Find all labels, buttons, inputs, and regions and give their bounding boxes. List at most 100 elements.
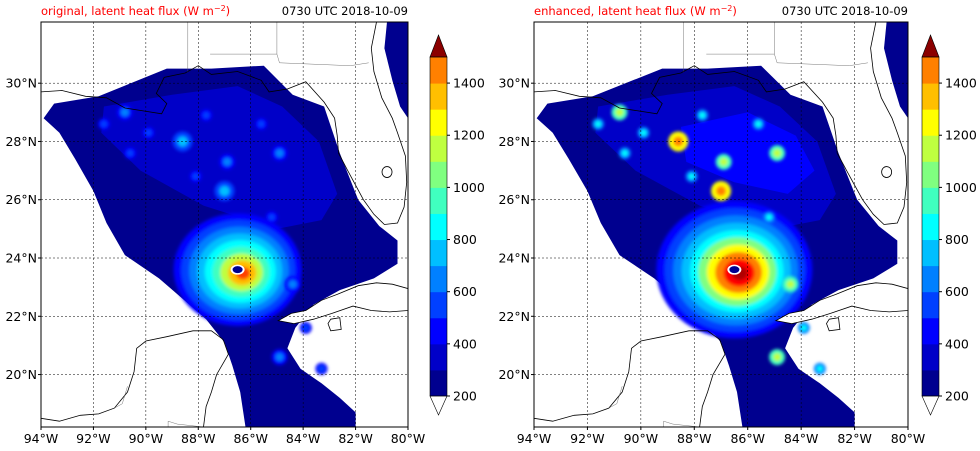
convective-cell-core: [120, 108, 129, 117]
colorbar-over-arrow: [429, 34, 448, 58]
x-tick-label: 92°W: [76, 431, 111, 446]
storm-eye-center: [232, 266, 243, 274]
gridlines: [534, 22, 908, 427]
coastline-isla: [826, 317, 841, 332]
y-tick-label: 20°N: [498, 367, 530, 382]
coastline-yucatan: [534, 330, 726, 427]
x-tick-label: 88°W: [181, 431, 216, 446]
x-tick-label: 90°W: [129, 431, 164, 446]
coastline-cuba: [774, 282, 908, 325]
convective-cell-core: [773, 149, 782, 158]
x-tick-label: 82°W: [338, 431, 373, 446]
map-area: [41, 22, 408, 427]
x-tick-label: 94°W: [24, 431, 59, 446]
convective-cell-core: [688, 173, 695, 180]
panel-title: original, latent heat flux (W m−2): [41, 4, 230, 19]
colorbar-tick-label: 400: [945, 336, 969, 351]
colorbar-tick-label: 1400: [453, 76, 485, 91]
colorbar-tick-label: 200: [945, 389, 969, 404]
convective-cell-core: [615, 108, 624, 117]
x-tick-label: 84°W: [784, 431, 819, 446]
y-tick-label: 26°N: [498, 192, 530, 207]
convective-cell-core: [275, 353, 284, 362]
panel-title-close: ): [732, 4, 737, 18]
colorbar-segment: [430, 187, 447, 214]
colorbar-segment: [922, 343, 939, 371]
x-tick-label: 80°W: [391, 431, 426, 446]
colorbar-segment: [922, 317, 939, 345]
flux-band: [680, 112, 815, 194]
colorbar-segment: [430, 161, 447, 188]
convective-cell-core: [800, 324, 807, 331]
convective-cell-core: [268, 214, 275, 221]
colorbar-segment: [430, 109, 447, 136]
convective-cell-core: [755, 120, 762, 127]
convective-cell-core: [219, 185, 230, 196]
colorbar-segment: [922, 291, 939, 319]
colorbar-over-arrow: [921, 34, 940, 58]
y-tick-label: 20°N: [5, 367, 37, 382]
panel-title-text: original, latent heat flux (W m: [41, 4, 214, 18]
political-border: [774, 54, 868, 66]
flux-region-east: [884, 22, 908, 119]
x-tick-label: 88°W: [677, 431, 712, 446]
political-border: [167, 420, 204, 427]
convective-cell-core: [699, 112, 706, 119]
convective-cell-core: [203, 112, 210, 119]
convective-cell-core: [275, 149, 284, 158]
x-tick-label: 84°W: [286, 431, 321, 446]
colorbar-under-arrow: [921, 395, 940, 416]
convective-cell-core: [621, 150, 628, 157]
convective-cell-core: [766, 214, 773, 221]
map-frame: [533, 21, 909, 428]
colorbar-segment: [430, 135, 447, 162]
colorbar-segment: [430, 265, 447, 293]
panel-original: original, latent heat flux (W m−2) 0730 U…: [5, 4, 484, 447]
y-tick-label: 22°N: [5, 309, 37, 324]
colorbar-tick-label: 1000: [945, 180, 977, 195]
coastline-cuba: [277, 282, 408, 325]
convective-cell-core: [288, 280, 297, 289]
colorbar-segment: [430, 317, 447, 345]
colorbar-segment: [922, 265, 939, 293]
coastline-isla: [327, 317, 342, 332]
coastline-us: [534, 22, 908, 225]
convective-cells: [97, 104, 328, 375]
coastlines: [534, 22, 908, 427]
y-tick-label: 22°N: [498, 309, 530, 324]
y-tick-label: 30°N: [498, 76, 530, 91]
convective-cell-core: [100, 120, 107, 127]
political-border: [276, 54, 369, 66]
convective-cell-core: [816, 365, 823, 372]
coastlines: [41, 22, 408, 427]
y-tick-label: 30°N: [5, 76, 37, 91]
convective-cell-core: [318, 365, 325, 372]
colorbar: 1400 1200 1000 800 600 400 200: [921, 34, 977, 416]
political-border: [608, 386, 623, 409]
panel-title-text: enhanced, latent heat flux (W m: [534, 4, 721, 18]
convective-cell-core: [773, 353, 782, 362]
x-tick-label: 86°W: [233, 431, 268, 446]
colorbar-segment: [430, 213, 447, 241]
convective-cell-core: [786, 280, 795, 289]
flux-field: [43, 22, 408, 427]
panel-timestamp: 0730 UTC 2018-10-09: [282, 4, 408, 18]
colorbar-tick-label: 1000: [453, 180, 485, 195]
colorbar-segment: [922, 213, 939, 241]
colorbar-tick-label: 600: [945, 284, 969, 299]
convective-cell-core: [640, 129, 647, 136]
panel-title-unit: −2: [214, 4, 226, 13]
colorbar-tick-label: 1400: [945, 76, 977, 91]
storm-eye-center: [729, 266, 740, 274]
lake-okeechobee: [881, 166, 893, 178]
colorbar-segment: [922, 187, 939, 214]
flux-field: [536, 22, 908, 427]
convective-cell-core: [223, 157, 232, 166]
colorbar-segment: [922, 57, 939, 84]
convective-cell-core: [127, 150, 134, 157]
colorbar-segment: [430, 239, 447, 267]
coastline-yucatan: [41, 330, 229, 427]
panel-title: enhanced, latent heat flux (W m−2): [534, 4, 737, 19]
panel-title-close: ): [226, 4, 231, 18]
